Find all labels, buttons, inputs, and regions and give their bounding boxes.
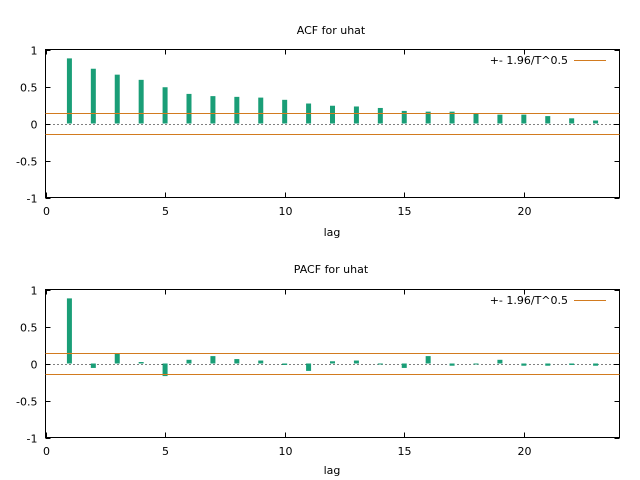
acf-y-tick-label: 1	[31, 45, 38, 58]
acf-y-tick-label: 0.5	[20, 82, 38, 95]
pacf-x-tick-label: 20	[518, 445, 532, 458]
pacf-bar-lag-6	[186, 359, 192, 364]
acf-bar-lag-6	[186, 93, 192, 124]
pacf-bar-lag-14	[377, 363, 383, 365]
acf-y-tick-label: 0	[31, 119, 38, 132]
pacf-bar-lag-13	[353, 360, 359, 364]
acf-bar-lag-20	[521, 114, 527, 124]
acf-bar-lag-8	[234, 96, 240, 124]
acf-bar-lag-14	[377, 107, 383, 124]
pacf-bar-lag-18	[473, 363, 479, 365]
pacf-bar-lag-1	[66, 298, 72, 364]
pacf-y-tick-label: -0.5	[16, 396, 37, 409]
acf-x-tick-label: 20	[518, 205, 532, 218]
pacf-bar-lag-4	[138, 362, 144, 364]
acf-x-tick-label: 0	[43, 205, 50, 218]
acf-bar-lag-2	[90, 68, 96, 124]
acf-bar-lag-17	[449, 111, 455, 124]
pacf-bars	[66, 298, 599, 377]
pacf-bar-lag-15	[401, 363, 407, 368]
acf-bar-lag-13	[353, 106, 359, 124]
pacf-bar-lag-22	[569, 363, 575, 365]
acf-bar-lag-4	[138, 79, 144, 124]
acf-bar-lag-19	[497, 114, 503, 124]
acf-title: ACF for uhat	[297, 24, 366, 37]
pacf-y-tick-label: -1	[27, 433, 38, 446]
pacf-x-tick-label: 10	[279, 445, 293, 458]
acf-legend: +- 1.96/T^0.5	[490, 54, 606, 67]
pacf-y-tick-label: 1	[31, 285, 38, 298]
acf-bar-lag-16	[425, 111, 431, 124]
acf-bar-lag-22	[569, 118, 575, 124]
acf-axes: -1-0.500.510 5 10 15 20	[16, 45, 620, 218]
pacf-bar-lag-9	[258, 360, 264, 364]
pacf-legend: +- 1.96/T^0.5	[490, 294, 606, 307]
acf-bar-lag-12	[330, 105, 335, 124]
pacf-x-tick-label: 0	[43, 445, 50, 458]
pacf-bar-lag-5	[162, 363, 168, 377]
acf-confidence-band	[45, 113, 620, 135]
acf-panel: ACF for uhat -1-0.500.510 5 10 15 20 +- 1.96…	[16, 24, 620, 239]
pacf-bar-lag-2	[90, 363, 96, 368]
pacf-legend-label: +- 1.96/T^0.5	[490, 294, 568, 307]
pacf-bar-lag-16	[425, 356, 431, 364]
acf-bar-lag-23	[593, 120, 599, 124]
acf-plot-frame	[45, 49, 620, 198]
acf-y-tick-label: -0.5	[16, 156, 37, 169]
acf-bar-lag-21	[545, 116, 551, 124]
acf-bar-lag-5	[162, 87, 168, 124]
pacf-bar-lag-11	[306, 363, 312, 371]
pacf-confidence-band	[45, 353, 620, 375]
acf-bar-lag-7	[210, 96, 216, 124]
pacf-x-tick-label: 5	[162, 445, 169, 458]
pacf-x-axis-label: lag	[324, 464, 341, 477]
acf-bar-lag-9	[258, 97, 264, 124]
acf-legend-label: +- 1.96/T^0.5	[490, 54, 568, 67]
acf-x-tick-label: 10	[279, 205, 293, 218]
pacf-bar-lag-23	[593, 363, 599, 366]
pacf-bar-lag-10	[282, 363, 288, 365]
pacf-bar-lag-19	[497, 359, 503, 364]
pacf-title: PACF for uhat	[294, 263, 369, 276]
pacf-bar-lag-17	[449, 363, 455, 366]
pacf-bar-lag-20	[521, 363, 527, 366]
pacf-axes: -1-0.500.510 5 10 15 20	[16, 285, 620, 458]
pacf-bar-lag-8	[234, 359, 240, 364]
pacf-y-tick-label: 0	[31, 359, 38, 372]
pacf-bar-lag-7	[210, 356, 216, 364]
pacf-bar-lag-12	[330, 361, 335, 364]
acf-x-tick-label: 5	[162, 205, 169, 218]
acf-y-tick-label: -1	[27, 193, 38, 206]
acf-bar-lag-3	[114, 74, 120, 124]
pacf-panel: PACF for uhat -1-0.500.510 5 10 15 20 +- 1.9…	[16, 263, 620, 477]
acf-bar-lag-10	[282, 99, 288, 124]
pacf-x-tick-label: 15	[398, 445, 412, 458]
acf-x-tick-label: 15	[398, 205, 412, 218]
acf-x-axis-label: lag	[324, 226, 341, 239]
acf-bar-lag-15	[401, 110, 407, 124]
pacf-plot-frame	[45, 289, 620, 438]
acf-bar-lag-1	[66, 58, 72, 124]
pacf-bar-lag-3	[114, 353, 120, 364]
pacf-bar-lag-21	[545, 363, 551, 366]
pacf-y-tick-label: 0.5	[20, 322, 38, 335]
acf-bar-lag-18	[473, 113, 479, 124]
